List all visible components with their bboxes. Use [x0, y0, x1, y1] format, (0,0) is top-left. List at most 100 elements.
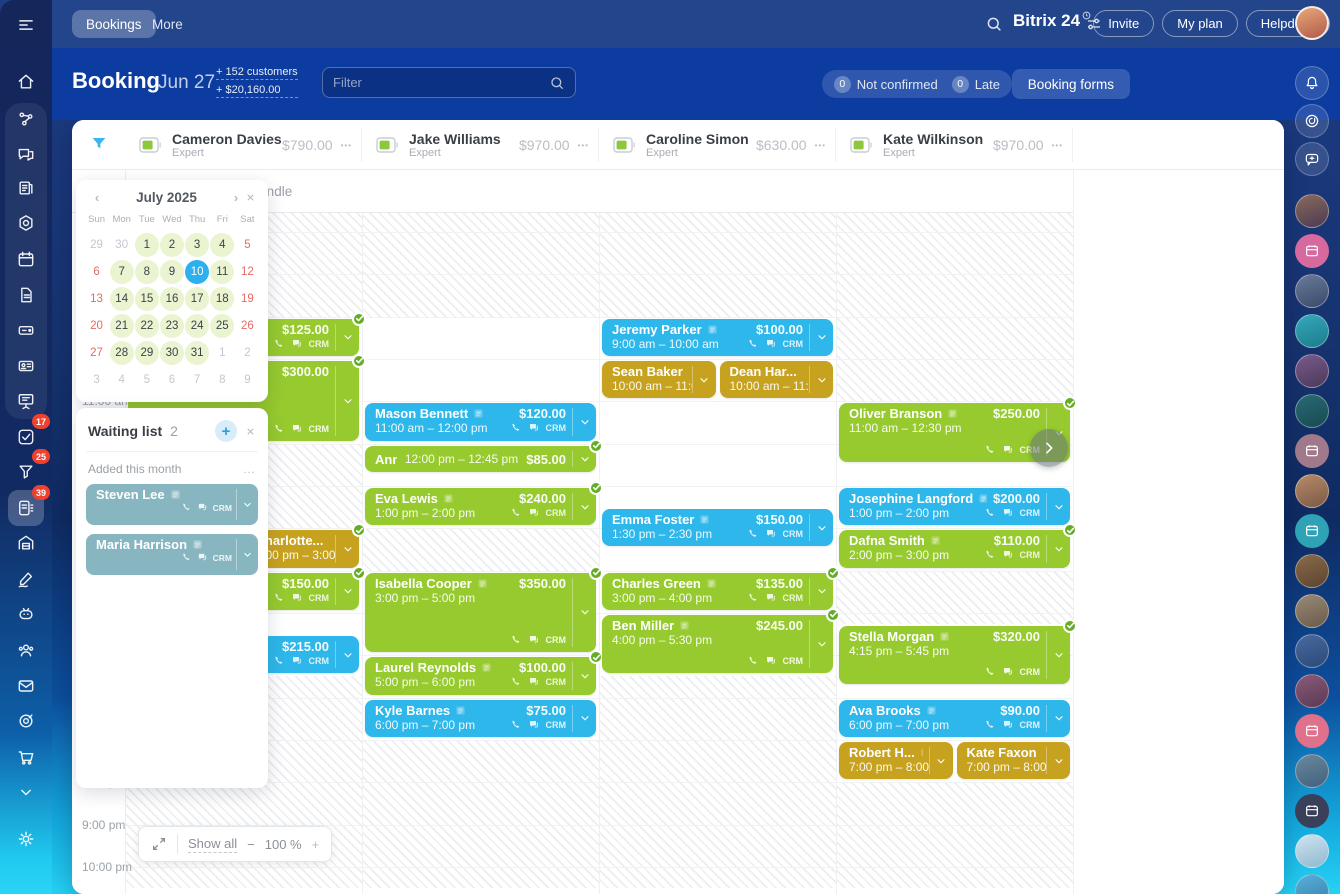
chat-avatar[interactable]	[1295, 274, 1329, 308]
waiting-list-entry[interactable]: Maria Harrison CRM	[86, 534, 258, 575]
chat-avatar[interactable]	[1295, 874, 1329, 894]
booking-block-stella-morgan[interactable]: Stella Morgan $320.00 4:15 pm – 5:45 pm CRM	[839, 618, 1077, 685]
booking-block-ben-miller[interactable]: Ben Miller $245.00 4:00 pm – 5:30 pm CRM	[602, 607, 840, 674]
customers-stat[interactable]: + 152 customers	[216, 66, 298, 80]
expand-chevron-icon[interactable]	[572, 662, 596, 690]
crm-contact-icons[interactable]: CRM	[273, 592, 329, 604]
booking-block-jeremy-parker[interactable]: Jeremy Parker $100.00 9:00 am – 10:00 am CR…	[602, 318, 833, 356]
chat-avatar[interactable]	[1295, 474, 1329, 508]
expand-chevron-icon[interactable]	[928, 746, 953, 775]
calendar-day[interactable]: 18	[210, 287, 235, 311]
sidebar-item-contact-card[interactable]	[8, 348, 44, 384]
tab-bookings[interactable]: Bookings	[72, 10, 156, 38]
expand-chevron-icon[interactable]	[1046, 704, 1070, 732]
expand-chevron-icon[interactable]	[335, 365, 359, 436]
resource-header-1[interactable]: Cameron Davies Expert $790.00 •••	[125, 120, 362, 170]
chat-avatar[interactable]	[1295, 314, 1329, 348]
chat-avatar[interactable]	[1295, 674, 1329, 708]
calendar-badge-icon[interactable]	[1295, 234, 1329, 268]
crm-contact-icons[interactable]: CRM	[181, 502, 232, 513]
zoom-out-button[interactable]: −	[247, 836, 255, 852]
sidebar-item-calendar[interactable]	[8, 241, 44, 277]
screen-badge-icon[interactable]	[1295, 714, 1329, 748]
copilot-dark-icon[interactable]	[1295, 794, 1329, 828]
crm-contact-icons[interactable]: CRM	[510, 719, 566, 731]
expand-chevron-icon[interactable]	[572, 577, 596, 648]
sidebar-item-e-sign[interactable]	[8, 561, 44, 597]
sidebar-item-settings-gear[interactable]	[8, 821, 44, 857]
calendar-day[interactable]: 23	[159, 314, 184, 338]
sidebar-item-messenger[interactable]	[8, 137, 44, 173]
calendar-day[interactable]: 17	[185, 287, 210, 311]
dock-bell[interactable]	[1295, 66, 1329, 100]
calendar-day[interactable]: 2	[159, 233, 184, 257]
calendar-day[interactable]: 8	[134, 260, 159, 284]
crm-contact-icons[interactable]: CRM	[747, 592, 803, 604]
crm-contact-icons[interactable]: CRM	[984, 666, 1040, 681]
sidebar-item-marketing-target[interactable]	[8, 703, 44, 739]
expand-chevron-icon[interactable]	[236, 489, 258, 520]
calendar-day[interactable]: 24	[185, 314, 210, 338]
search-icon[interactable]	[549, 75, 565, 91]
sidebar-item-chevron-down[interactable]	[8, 774, 44, 810]
more-options-icon[interactable]: •••	[340, 140, 352, 150]
calendar-day[interactable]: 3	[185, 233, 210, 257]
crm-contact-icons[interactable]: CRM	[984, 549, 1040, 561]
expand-chevron-icon[interactable]	[335, 323, 359, 351]
expand-chevron-icon[interactable]	[335, 535, 359, 563]
zoom-in-button[interactable]: +	[311, 836, 320, 852]
expand-chevron-icon[interactable]	[572, 450, 596, 468]
calendar-day[interactable]: 14	[109, 287, 134, 311]
calendar-day[interactable]: 25	[210, 314, 235, 338]
sidebar-item-shop-cart[interactable]	[8, 739, 44, 775]
calendar-day[interactable]: 29	[134, 341, 159, 365]
booking-block-emma-foster[interactable]: Emma Foster $150.00 1:30 pm – 2:30 pm CRM	[602, 509, 833, 547]
sidebar-item-feed[interactable]	[8, 170, 44, 206]
crm-contact-icons[interactable]: CRM	[747, 338, 803, 350]
booking-block-anna[interactable]: Anna... 12:00 pm – 12:45 pm $85.00	[365, 438, 603, 473]
menu-icon[interactable]	[8, 7, 44, 43]
calendar-day[interactable]: 28	[109, 341, 134, 365]
expand-chevron-icon[interactable]	[809, 323, 833, 351]
chat-avatar[interactable]	[1295, 594, 1329, 628]
sidebar-item-booking[interactable]: 39	[8, 485, 50, 526]
filter-search-box[interactable]	[322, 67, 576, 98]
expand-chevron-icon[interactable]	[809, 514, 833, 542]
crm-contact-icons[interactable]: CRM	[747, 528, 803, 540]
booking-block-eva-lewis[interactable]: Eva Lewis $240.00 1:00 pm – 2:00 pm CRM	[365, 480, 603, 526]
calendar-day[interactable]: 7	[109, 260, 134, 284]
expand-chevron-icon[interactable]	[572, 408, 596, 436]
sidebar-item-sign-board[interactable]	[8, 383, 44, 419]
calendar-day[interactable]: 11	[210, 260, 235, 284]
current-date[interactable]: Jun 27	[158, 72, 216, 93]
more-options-icon[interactable]: •••	[814, 140, 826, 150]
crm-contact-icons[interactable]: CRM	[273, 423, 329, 438]
resource-header-4[interactable]: Kate Wilkinson Expert $970.00 •••	[836, 120, 1073, 170]
late-badge[interactable]: 0 Late	[951, 75, 1000, 93]
booking-block-laurel-reynolds[interactable]: Laurel Reynolds $100.00 5:00 pm – 6:00 pm C…	[365, 650, 603, 695]
not-confirmed-badge[interactable]: 0 Not confirmed	[833, 75, 938, 93]
calendar-day[interactable]: 1	[219, 347, 226, 359]
sidebar-item-mail[interactable]	[8, 668, 44, 704]
sidebar-item-home[interactable]	[8, 64, 44, 100]
booking-block-robert-h[interactable]: Robert H...7:00 pm – 8:00 p	[839, 741, 953, 780]
calendar-day[interactable]: 6	[168, 374, 176, 386]
expand-chevron-icon[interactable]	[572, 492, 596, 521]
next-month-icon[interactable]: ›	[233, 190, 239, 205]
crm-contact-icons[interactable]: CRM	[181, 552, 232, 563]
calendar-day[interactable]: 22	[134, 314, 159, 338]
crm-contact-icons[interactable]: CRM	[510, 676, 566, 688]
chat-avatar[interactable]	[1295, 634, 1329, 668]
calendar-day[interactable]: 20	[90, 320, 103, 332]
chat-avatar[interactable]	[1295, 394, 1329, 428]
expand-chevron-icon[interactable]	[809, 365, 833, 394]
booking-block-kyle-barnes[interactable]: Kyle Barnes $75.00 6:00 pm – 7:00 pm CRM	[365, 699, 596, 737]
calendar-day[interactable]: 12	[241, 266, 254, 278]
ticket-badge-icon[interactable]	[1295, 514, 1329, 548]
booking-block-ava-brooks[interactable]: Ava Brooks $90.00 6:00 pm – 7:00 pm CRM	[839, 699, 1070, 737]
show-all-button[interactable]: Show all	[188, 835, 238, 853]
expand-chevron-icon[interactable]	[1046, 492, 1070, 521]
expand-chevron-icon[interactable]	[1046, 535, 1070, 563]
crm-contact-icons[interactable]: CRM	[510, 634, 566, 649]
crm-contact-icons[interactable]: CRM	[510, 507, 566, 519]
